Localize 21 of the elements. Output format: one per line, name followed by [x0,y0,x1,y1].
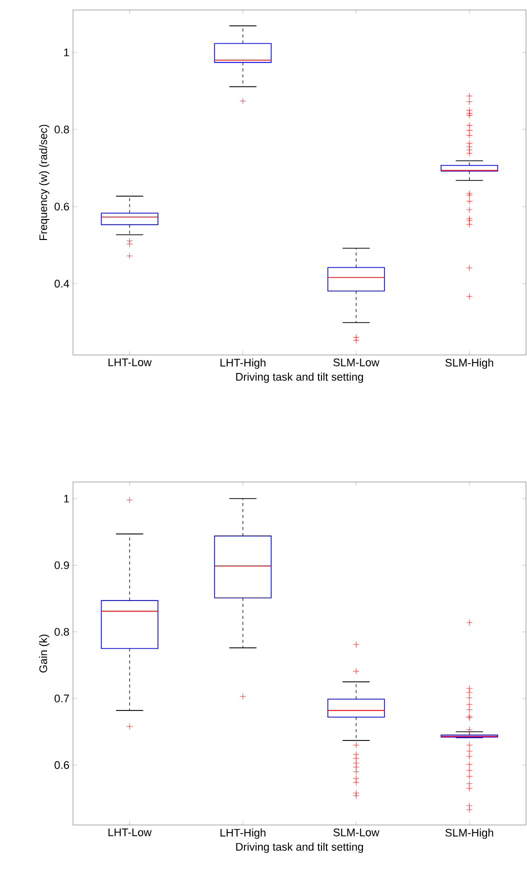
x-tick-label: SLM-Low [333,358,380,366]
x-tick-label: SLM-Low [333,828,380,836]
y-tick-label: 0.8 [54,628,69,636]
y-axis-title: Gain (k) [39,634,50,673]
x-tick-label: LHT-Low [108,358,152,366]
y-tick-label: 1 [64,48,69,56]
y-tick-label: 0.4 [54,280,70,288]
x-tick-label: LHT-High [220,828,266,839]
y-tick-label: 0.6 [54,202,69,210]
x-tick-label: LHT-High [220,358,266,369]
y-tick-label: 0.7 [54,694,69,702]
x-axis-title: Driving task and tilt setting [236,842,363,853]
y-tick-label: 0.9 [54,561,69,570]
y-tick-label: 0.8 [54,126,69,134]
y-tick-label: 0.6 [54,761,69,769]
y-axis-title: Frequency (w) (rad/sec) [39,124,50,240]
x-tick-label: SLM-High [445,828,494,839]
x-axis-title: Driving task and tilt setting [236,372,363,383]
x-tick-label: SLM-High [445,358,494,369]
y-tick-label: 1 [64,494,69,502]
x-tick-label: LHT-Low [108,828,152,836]
